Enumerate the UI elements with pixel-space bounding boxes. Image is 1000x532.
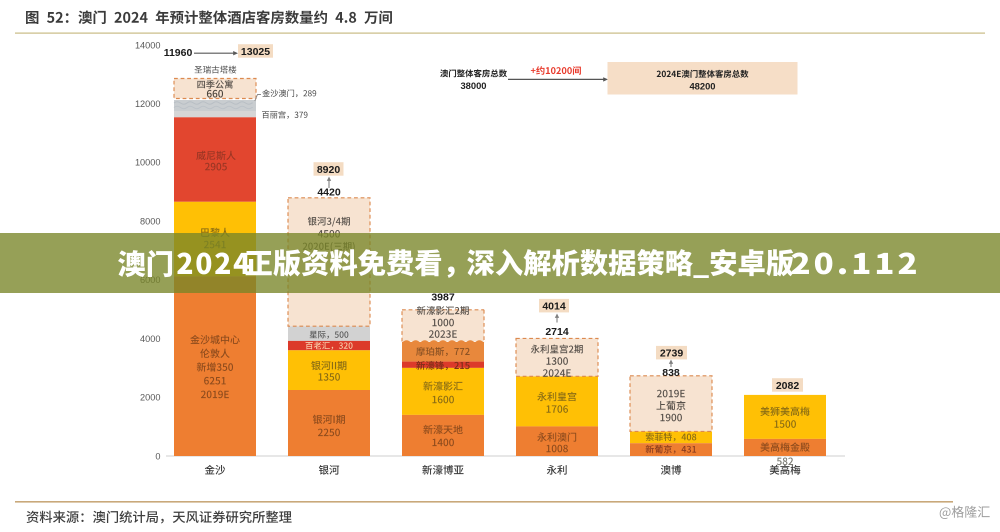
- svg-text:3987: 3987: [431, 291, 455, 303]
- svg-text:2739: 2739: [660, 348, 684, 360]
- svg-text:4014: 4014: [542, 301, 566, 313]
- svg-text:8920: 8920: [317, 164, 341, 176]
- svg-text:2082: 2082: [776, 380, 800, 392]
- svg-text:48200: 48200: [689, 81, 715, 92]
- svg-text:12000: 12000: [135, 99, 161, 109]
- svg-text:0: 0: [155, 451, 160, 461]
- svg-text:14000: 14000: [135, 40, 161, 50]
- svg-text:38000: 38000: [460, 80, 486, 91]
- svg-text:13025: 13025: [241, 46, 270, 58]
- svg-text:2714: 2714: [545, 326, 569, 338]
- svg-text:4000: 4000: [140, 334, 160, 344]
- svg-text:8000: 8000: [140, 216, 160, 226]
- svg-text:11960: 11960: [164, 47, 193, 59]
- svg-text:838: 838: [662, 367, 680, 379]
- svg-text:4420: 4420: [317, 186, 341, 198]
- svg-text:10000: 10000: [135, 158, 161, 168]
- svg-text:2000: 2000: [140, 393, 160, 403]
